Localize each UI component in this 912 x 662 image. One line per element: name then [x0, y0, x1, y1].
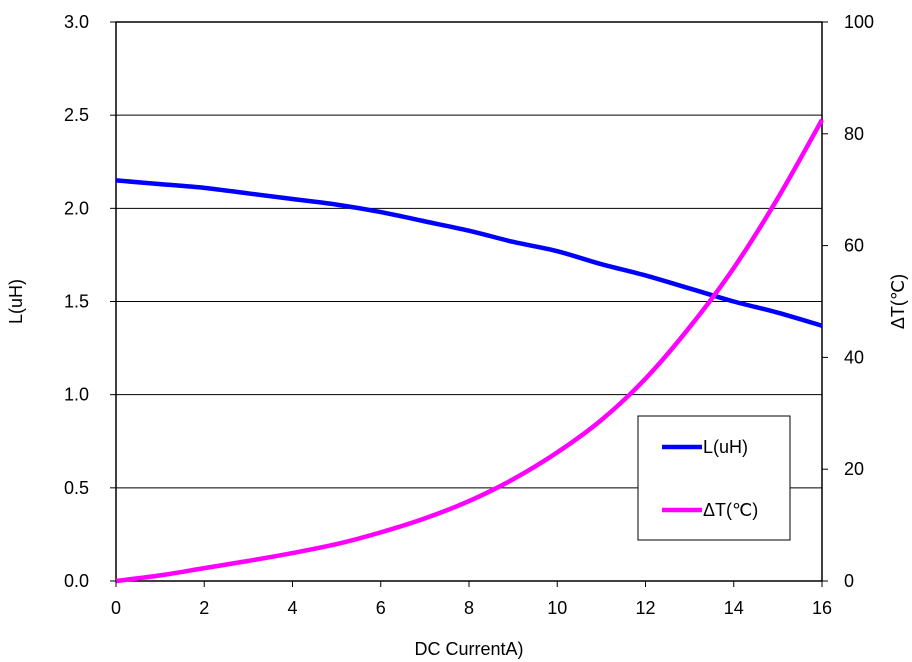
series-line-inductance [115, 178, 823, 328]
y2-tick-label: 20 [844, 459, 864, 479]
tick-labels: 0.0 0.5 1.0 1.5 2.0 2.5 3.0 0 20 40 60 80 100 0 2 4 6 8 10… [64, 12, 874, 618]
y-tick-label: 0.5 [64, 478, 89, 498]
legend: L(uH) ΔT(℃) [637, 415, 791, 541]
y-tick-label: 1.5 [64, 292, 89, 312]
y-tick-label: 3.0 [64, 12, 89, 32]
x-tick-label: 12 [635, 598, 655, 618]
x-tick-label: 6 [376, 598, 386, 618]
x-tick-label: 0 [111, 598, 121, 618]
x-tick-label: 8 [464, 598, 474, 618]
y-tick-label: 2.0 [64, 198, 89, 218]
y-axis-title: L(uH) [6, 279, 26, 324]
y2-tick-label: 80 [844, 124, 864, 144]
x-tick-label: 4 [287, 598, 297, 618]
x-tick-label: 14 [724, 598, 744, 618]
legend-label-inductance: L(uH) [703, 437, 748, 457]
x-tick-label: 2 [199, 598, 209, 618]
x-tick-label: 16 [812, 598, 832, 618]
y2-tick-label: 0 [844, 571, 854, 591]
y-tick-label: 2.5 [64, 105, 89, 125]
legend-label-temperature-rise: ΔT(℃) [703, 500, 758, 520]
series-layer [115, 118, 824, 584]
y-tick-label: 1.0 [64, 385, 89, 405]
y2-tick-label: 60 [844, 236, 864, 256]
y2-tick-label: 100 [844, 12, 874, 32]
legend-box [637, 415, 791, 541]
x-axis-title: DC CurrentA) [414, 639, 523, 659]
series-line-temperature-rise [115, 118, 824, 584]
y2-axis-title: ΔT(℃) [888, 274, 908, 329]
x-tick-label: 10 [547, 598, 567, 618]
y-tick-label: 0.0 [64, 571, 89, 591]
y2-tick-label: 40 [844, 347, 864, 367]
